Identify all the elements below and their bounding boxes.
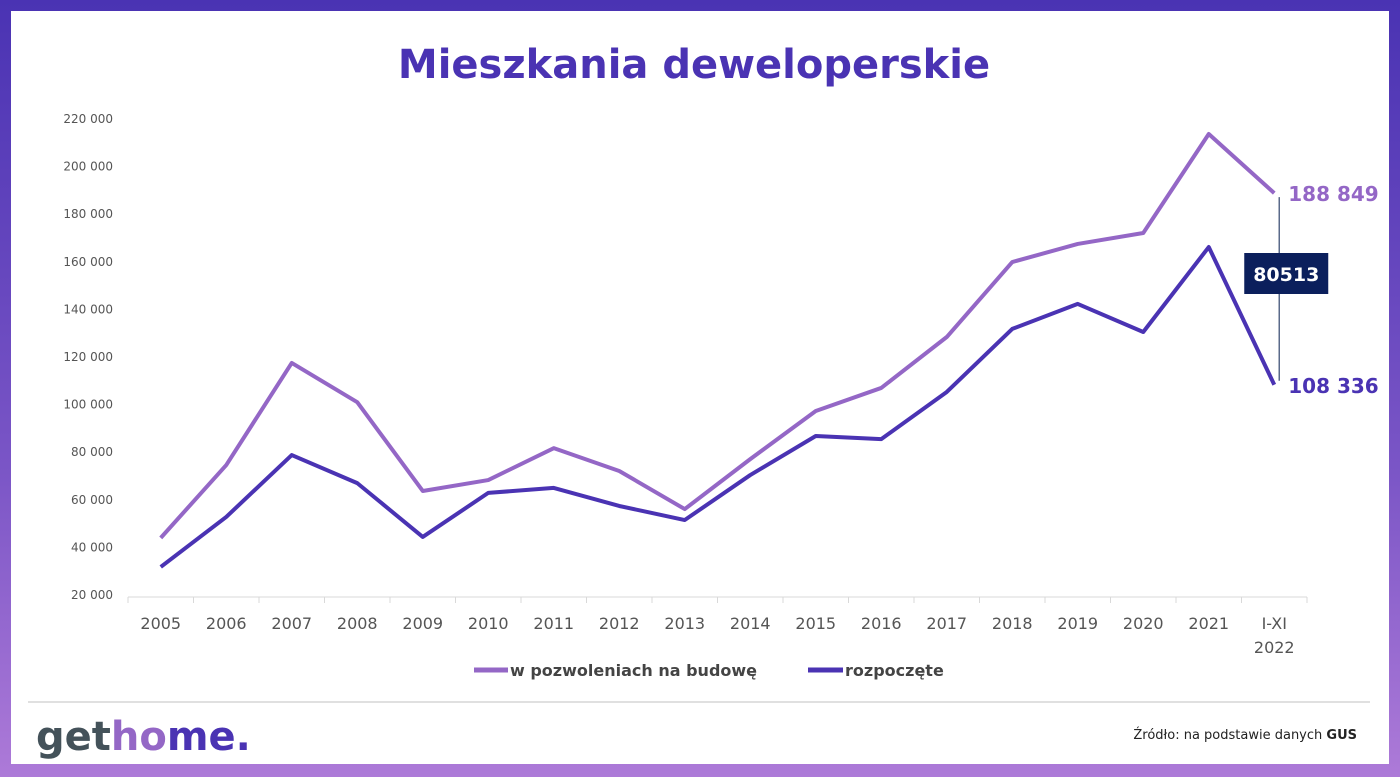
x-tick-label: 2017 (926, 614, 967, 633)
chart-title: Mieszkania deweloperskie (398, 42, 990, 88)
x-tick-label: 2016 (861, 614, 902, 633)
y-tick-label: 140 000 (63, 302, 113, 316)
series-line-started (159, 245, 1277, 569)
series-line-permits (159, 131, 1276, 540)
x-tick-label: 2013 (664, 614, 705, 633)
x-tick-label: 2007 (271, 614, 312, 633)
x-tick-label: 2020 (1123, 614, 1164, 633)
legend-label-started: rozpoczęte (845, 661, 944, 680)
x-tick-label: 2005 (140, 614, 181, 633)
y-tick-label: 180 000 (63, 207, 113, 221)
gethome-logo: gethome. (36, 714, 251, 760)
difference-label: 80513 (1253, 264, 1319, 286)
x-tick-label: 2011 (533, 614, 574, 633)
y-tick-label: 220 000 (63, 112, 113, 126)
x-tick-label: 2006 (206, 614, 247, 633)
legend-label-permits: w pozwoleniach na budowę (510, 661, 757, 680)
y-tick-label: 100 000 (63, 398, 113, 412)
y-tick-label: 80 000 (71, 445, 113, 459)
y-tick-label: 120 000 (63, 350, 113, 364)
y-tick-label: 160 000 (63, 255, 113, 269)
end-value-label: 188 849 (1288, 182, 1378, 206)
end-value-label: 108 336 (1288, 374, 1378, 398)
x-tick-label: 2012 (599, 614, 640, 633)
x-tick-label: 2010 (468, 614, 509, 633)
x-tick-label: I-XI 2022 (1254, 614, 1295, 657)
y-tick-label: 200 000 (63, 160, 113, 174)
x-tick-label: 2014 (730, 614, 771, 633)
x-tick-label: 2019 (1057, 614, 1098, 633)
y-tick-label: 20 000 (71, 588, 113, 602)
x-tick-label: 2009 (402, 614, 443, 633)
x-tick-label: 2008 (337, 614, 378, 633)
y-tick-label: 60 000 (71, 493, 113, 507)
x-tick-label: 2018 (992, 614, 1033, 633)
x-tick-label: 2021 (1188, 614, 1229, 633)
source-note: Źródło: na podstawie danych GUS (1133, 727, 1357, 743)
chart-card (11, 11, 1389, 764)
y-tick-label: 40 000 (71, 540, 113, 554)
difference-box (1244, 253, 1329, 294)
x-tick-label: 2015 (795, 614, 836, 633)
